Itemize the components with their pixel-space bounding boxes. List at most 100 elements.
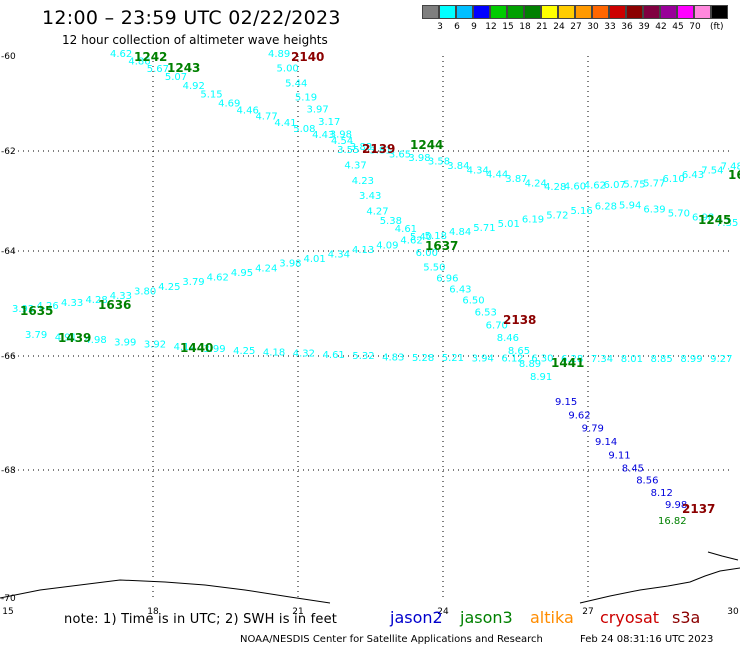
longitude-label: 15 <box>2 607 13 617</box>
legend-label: 6 <box>454 22 460 32</box>
wave-height-value: 4.62 <box>584 181 606 192</box>
wave-height-value: 4.34 <box>467 165 489 176</box>
wave-height-value: 4.24 <box>255 263 277 274</box>
legend-swatch <box>609 5 626 19</box>
wave-height-value: 5.75 <box>623 179 645 190</box>
pass-label: 1245 <box>698 213 731 227</box>
wave-height-value: 4.95 <box>231 268 253 279</box>
wave-height-value: 4.26 <box>36 301 58 312</box>
wave-height-value: 4.61 <box>395 224 417 235</box>
legend-label: 18 <box>519 22 531 32</box>
wave-height-value: 5.94 <box>619 201 641 212</box>
wave-height-value: 4.27 <box>366 207 388 218</box>
wave-height-value: 5.01 <box>498 219 520 230</box>
legend-swatch <box>677 5 694 19</box>
altimeter-tracks: 4.624.865.675.074.925.154.694.464.774.41… <box>12 49 740 511</box>
color-legend: (ft) 3 6 9 12 15 18 21 24 27 30 33 36 39 42 45 70 <box>422 5 728 36</box>
legend-swatch <box>643 5 660 19</box>
wave-height-value: 6.98 <box>692 213 714 224</box>
wave-height-value: 4.32 <box>293 349 315 360</box>
wave-height-value: 6.19 <box>522 215 544 226</box>
latitude-label: -60 <box>1 52 16 62</box>
wave-height-value: 6.39 <box>643 205 665 216</box>
longitude-label: 24 <box>437 607 449 617</box>
wave-height-value: 4.25 <box>233 346 255 357</box>
coastline <box>707 551 739 561</box>
legend-label: 24 <box>553 22 565 32</box>
legend-label: 15 <box>502 22 514 32</box>
wave-height-value: 4.44 <box>486 170 508 181</box>
legend-label: 21 <box>536 22 548 32</box>
wave-height-value: 4.61 <box>323 350 345 361</box>
wave-height-value: 6.00 <box>416 248 438 259</box>
wave-height-value: 6.07 <box>604 180 626 191</box>
wave-height-value: 5.21 <box>442 353 464 364</box>
wave-height-value: 6.12 <box>501 354 523 365</box>
wave-height-value: 4.13 <box>352 245 374 256</box>
legend-unit: (ft) <box>710 22 724 32</box>
wave-height-value: 4.34 <box>328 249 350 260</box>
wave-height-value: 5.07 <box>165 72 187 83</box>
wave-height-value: 9.14 <box>595 437 617 448</box>
wave-height-value: 3.80 <box>134 286 156 297</box>
legend-label: 42 <box>655 22 667 32</box>
wave-height-value: 8.12 <box>651 488 673 499</box>
pass-label: 1441 <box>551 356 584 370</box>
wave-height-value: 5.72 <box>546 210 568 221</box>
wave-height-value: 4.14 <box>174 342 196 353</box>
wave-height-value: 5.50 <box>423 263 445 274</box>
footnote: note: 1) Time is in UTC; 2) SWH is in fe… <box>64 612 338 627</box>
legend-swatch <box>507 5 524 19</box>
wave-height-value: 6.10 <box>663 174 685 185</box>
wave-height-value: 6.50 <box>462 296 484 307</box>
wave-height-value: 7.35 <box>716 218 738 229</box>
wave-height-value: 5.00 <box>277 64 299 75</box>
wave-height-value: 5.38 <box>380 216 402 227</box>
legend-label: 27 <box>570 22 582 32</box>
wave-height-value: 4.23 <box>352 176 374 187</box>
wave-height-value: 4.77 <box>255 112 277 123</box>
legend-swatch <box>711 5 728 19</box>
wave-height-value: 3.87 <box>505 174 527 185</box>
wave-height-value: 5.44 <box>285 78 307 89</box>
satellite-legend-item: jason2 <box>390 608 443 627</box>
legend-swatches <box>422 5 728 19</box>
pass-label: 1243 <box>167 61 200 75</box>
legend-label: 3 <box>437 22 443 32</box>
wave-height-value: 4.25 <box>158 282 180 293</box>
wave-height-value: 8.91 <box>530 372 552 383</box>
legend-label: 36 <box>621 22 633 32</box>
wave-height-value: 3.79 <box>25 330 47 341</box>
legend-label: 39 <box>638 22 650 32</box>
pass-label: 1439 <box>58 331 91 345</box>
wave-height-value: 3.92 <box>144 340 166 351</box>
wave-height-value: 5.40 <box>410 232 432 243</box>
legend-swatch <box>473 5 490 19</box>
longitude-label: 30 <box>727 607 739 617</box>
wave-height-value: 4.01 <box>304 254 326 265</box>
latitude-label: -68 <box>1 466 16 476</box>
map-axis-labels: -60 -62 -64 -66 -68 -70 15 18 21 24 27 30 <box>1 52 739 617</box>
wave-height-value: 3.92 <box>12 304 34 315</box>
wave-height-value: 8.85 <box>651 354 673 365</box>
legend-label: 45 <box>672 22 684 32</box>
wave-height-value: 6.28 <box>561 354 583 365</box>
latitude-label: -66 <box>1 352 16 362</box>
wave-height-value: 7.34 <box>591 354 613 365</box>
wave-height-value: 5.71 <box>473 223 495 234</box>
wave-height-value: 7.48 <box>721 161 740 172</box>
wave-height-value: 8.46 <box>497 333 519 344</box>
wave-height-value: 6.53 <box>475 307 497 318</box>
pass-label: 2140 <box>291 50 324 64</box>
wave-height-value: 5.77 <box>643 178 665 189</box>
longitude-label: 21 <box>292 607 303 617</box>
pass-label: 2137 <box>682 502 715 516</box>
wave-height-value: 4.62 <box>207 273 229 284</box>
legend-swatch <box>660 5 677 19</box>
pass-label: 1244 <box>410 138 443 152</box>
wave-height-value: 4.33 <box>61 298 83 309</box>
wave-height-value: 3.84 <box>447 161 469 172</box>
wave-height-value: 3.98 <box>330 130 352 141</box>
wave-height-value: 9.98 <box>665 500 687 511</box>
wave-height-value: 4.60 <box>564 181 586 192</box>
